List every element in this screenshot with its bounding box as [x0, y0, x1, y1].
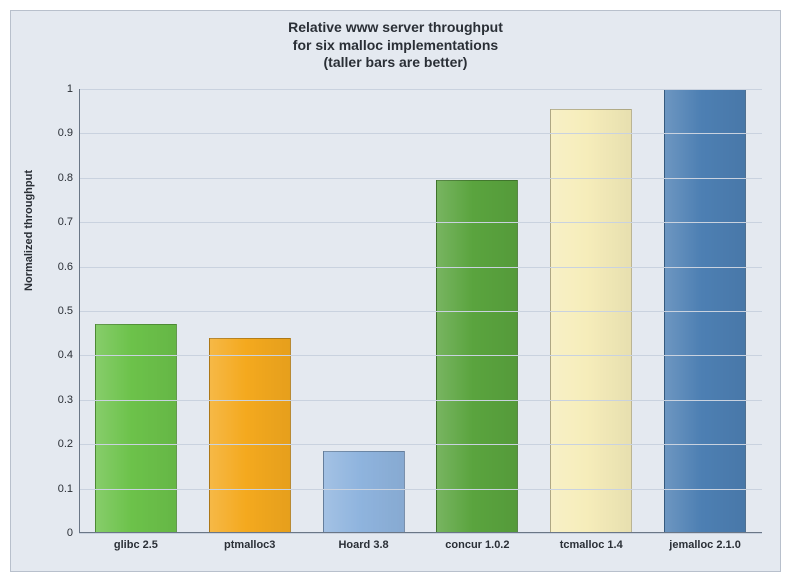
gridline — [79, 267, 762, 268]
chart-area: glibc 2.5ptmalloc3Hoard 3.8concur 1.0.2t… — [79, 89, 762, 533]
y-tick-label: 1 — [67, 83, 73, 95]
y-axis-line — [79, 89, 80, 533]
y-axis-label: Normalized throughput — [23, 170, 35, 291]
x-tick-label: ptmalloc3 — [224, 539, 275, 551]
gridline — [79, 89, 762, 90]
bar — [550, 109, 632, 533]
y-tick-label: 0.4 — [58, 349, 73, 361]
gridline — [79, 400, 762, 401]
x-tick-label: jemalloc 2.1.0 — [669, 539, 741, 551]
gridline — [79, 444, 762, 445]
x-axis-line — [79, 532, 762, 533]
y-tick-label: 0.3 — [58, 394, 73, 406]
x-tick-label: concur 1.0.2 — [445, 539, 509, 551]
gridline — [79, 489, 762, 490]
bar — [209, 338, 291, 533]
bar — [436, 180, 518, 533]
y-tick-label: 0 — [67, 527, 73, 539]
gridline — [79, 355, 762, 356]
chart-title-line-3: (taller bars are better) — [11, 54, 780, 72]
plot-background: Relative www server throughput for six m… — [10, 10, 781, 572]
bar — [323, 451, 405, 533]
chart-title: Relative www server throughput for six m… — [11, 19, 780, 72]
gridline — [79, 222, 762, 223]
figure-container: Relative www server throughput for six m… — [0, 0, 791, 582]
gridline — [79, 311, 762, 312]
y-tick-label: 0.7 — [58, 216, 73, 228]
y-tick-label: 0.2 — [58, 438, 73, 450]
y-tick-label: 0.9 — [58, 127, 73, 139]
y-tick-label: 0.6 — [58, 261, 73, 273]
y-tick-label: 0.5 — [58, 305, 73, 317]
chart-title-line-1: Relative www server throughput — [11, 19, 780, 37]
chart-title-line-2: for six malloc implementations — [11, 37, 780, 55]
y-tick-label: 0.8 — [58, 172, 73, 184]
gridline — [79, 133, 762, 134]
x-tick-label: glibc 2.5 — [114, 539, 158, 551]
x-tick-label: Hoard 3.8 — [338, 539, 388, 551]
x-tick-label: tcmalloc 1.4 — [560, 539, 623, 551]
gridline — [79, 533, 762, 534]
y-tick-label: 0.1 — [58, 483, 73, 495]
gridline — [79, 178, 762, 179]
